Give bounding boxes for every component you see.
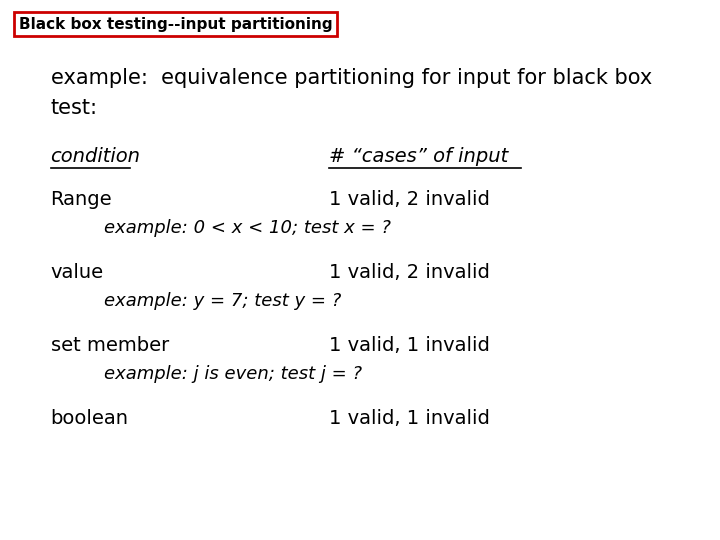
Text: example: 0 < x < 10; test x = ?: example: 0 < x < 10; test x = ? [104,219,391,237]
Text: 1 valid, 2 invalid: 1 valid, 2 invalid [329,263,490,282]
Text: 1 valid, 2 invalid: 1 valid, 2 invalid [329,190,490,210]
Text: Range: Range [50,190,112,210]
Text: 1 valid, 1 invalid: 1 valid, 1 invalid [329,336,490,355]
Text: example:  equivalence partitioning for input for black box: example: equivalence partitioning for in… [50,68,652,89]
Text: condition: condition [50,147,140,166]
Text: example: y = 7; test y = ?: example: y = 7; test y = ? [104,292,341,310]
Text: value: value [50,263,104,282]
Text: example: j is even; test j = ?: example: j is even; test j = ? [104,364,362,383]
Text: # “cases” of input: # “cases” of input [329,147,508,166]
Text: set member: set member [50,336,168,355]
Text: boolean: boolean [50,409,129,428]
Text: 1 valid, 1 invalid: 1 valid, 1 invalid [329,409,490,428]
Text: test:: test: [50,98,98,118]
Text: Black box testing--input partitioning: Black box testing--input partitioning [19,17,333,32]
